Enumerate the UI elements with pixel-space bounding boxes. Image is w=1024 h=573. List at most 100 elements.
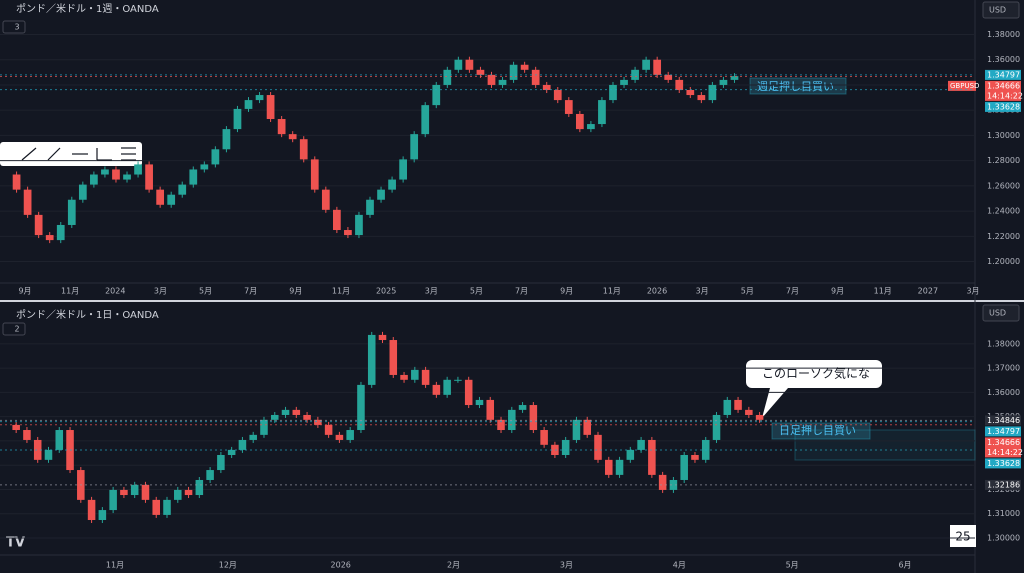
- zone: [794, 429, 976, 461]
- candle: [745, 409, 753, 415]
- candle: [540, 430, 548, 445]
- indicator-toggle[interactable]: [2, 20, 26, 34]
- candle: [270, 414, 279, 420]
- candle: [55, 430, 64, 450]
- candle: [244, 100, 253, 109]
- x-tick-label: 11月: [332, 287, 350, 296]
- candle: [23, 430, 31, 440]
- candle: [163, 499, 171, 515]
- candle: [465, 59, 474, 70]
- countdown: 14:14:22: [987, 91, 1023, 100]
- x-tick-label: 2026: [647, 287, 667, 296]
- x-tick-label: 3月: [425, 287, 438, 296]
- y-tick-label: 1.36000: [987, 55, 1020, 64]
- candle: [195, 479, 204, 496]
- annotation: 日足押し目買い: [779, 423, 856, 437]
- candle: [675, 79, 684, 90]
- candle: [583, 419, 591, 435]
- candle: [697, 95, 706, 101]
- currency-button[interactable]: [982, 304, 1020, 322]
- x-tick-label: 9月: [289, 287, 302, 296]
- candle: [98, 510, 107, 521]
- y-tick-label: 1.38000: [987, 30, 1020, 39]
- chart-title: ポンド／米ドル・1週・OANDA: [16, 2, 159, 15]
- candle: [200, 164, 209, 170]
- candle: [553, 89, 562, 101]
- candle: [432, 84, 441, 106]
- candle: [238, 439, 247, 450]
- indicator-toggle[interactable]: [2, 322, 26, 336]
- candle: [454, 59, 463, 70]
- y-tick-label: 1.20000: [987, 257, 1020, 266]
- x-tick-label: 5月: [786, 561, 799, 570]
- price-tag-label: 1.34666: [987, 81, 1020, 90]
- currency-button[interactable]: [982, 1, 1020, 19]
- candle: [12, 174, 21, 190]
- candle: [335, 434, 344, 440]
- candle: [708, 84, 717, 101]
- candle: [680, 455, 688, 480]
- candle: [303, 414, 311, 420]
- annotation: 週足押し目買い: [757, 79, 834, 93]
- candle: [44, 449, 53, 460]
- candle: [206, 470, 214, 480]
- price-tag: [985, 101, 1021, 112]
- y-tick-label: 1.37000: [987, 364, 1020, 373]
- candle: [211, 149, 220, 165]
- candle: [78, 184, 87, 200]
- x-tick-label: 12月: [219, 561, 237, 570]
- candle: [664, 74, 673, 80]
- x-tick-label: 2026: [331, 561, 351, 570]
- candle: [498, 79, 507, 85]
- candle: [23, 189, 32, 215]
- candle: [509, 64, 518, 80]
- candle: [572, 419, 581, 440]
- candle: [443, 379, 451, 395]
- candle: [109, 489, 117, 511]
- candle: [520, 64, 529, 70]
- x-tick-label: 9月: [18, 287, 31, 296]
- price-tag-label: 1.32186: [987, 480, 1020, 489]
- candle: [299, 139, 308, 160]
- candle: [734, 399, 742, 410]
- toolbar-icons: [21, 147, 136, 161]
- candle: [333, 209, 341, 231]
- y-tick-label: 1.38000: [987, 339, 1020, 348]
- candle: [561, 439, 570, 455]
- currency-label[interactable]: USD: [989, 6, 1006, 15]
- price-tag: [985, 415, 1021, 426]
- drawing-toolbar[interactable]: [0, 142, 142, 166]
- indicator-count[interactable]: 2: [14, 325, 19, 334]
- candle: [587, 124, 595, 130]
- currency-label[interactable]: USD: [989, 309, 1006, 318]
- y-tick-label: 1.26000: [987, 181, 1020, 190]
- candle: [594, 434, 602, 460]
- price-tag-label: 1.34846: [987, 416, 1020, 425]
- candle: [227, 449, 236, 455]
- x-tick-label: 5月: [470, 287, 483, 296]
- candle: [123, 174, 131, 180]
- y-tick-label: 1.22000: [987, 232, 1020, 241]
- y-tick-label: 1.30000: [987, 533, 1020, 542]
- candle: [249, 434, 257, 440]
- indicator-count[interactable]: 3: [14, 23, 19, 32]
- y-tick-label: 1.31000: [987, 509, 1020, 518]
- candle: [598, 100, 606, 125]
- candle: [575, 113, 584, 130]
- candle: [184, 489, 193, 496]
- candle: [355, 214, 363, 236]
- x-tick-label: 2027: [918, 287, 938, 296]
- x-tick-label: 5月: [199, 287, 212, 296]
- candle: [174, 489, 182, 500]
- x-tick-label: 9月: [560, 287, 573, 296]
- candle: [648, 439, 656, 475]
- candle: [90, 174, 98, 185]
- price-tag-label: 1.34797: [987, 427, 1020, 436]
- candle: [443, 69, 452, 85]
- candle: [67, 199, 76, 225]
- candle: [604, 459, 613, 475]
- symbol-label: GBPUSD: [950, 82, 979, 90]
- candle: [222, 129, 231, 150]
